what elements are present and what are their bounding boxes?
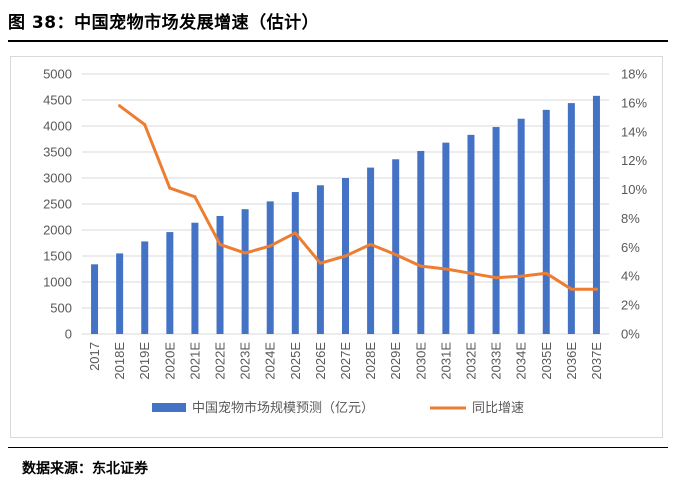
- growth-point: [193, 195, 197, 199]
- x-tick-label: 2023E: [238, 342, 253, 380]
- bar: [417, 150, 425, 334]
- growth-point: [168, 186, 172, 190]
- bar: [191, 222, 199, 334]
- y-left-tick-label: 2000: [43, 223, 72, 238]
- bar: [567, 103, 575, 335]
- growth-line: [118, 104, 598, 291]
- x-tick-label: 2019E: [137, 342, 152, 380]
- x-tick-label: 2025E: [288, 342, 303, 380]
- bar: [116, 253, 124, 334]
- bar: [241, 209, 249, 334]
- y-right-tick-label: 16%: [621, 95, 647, 110]
- y-right-tick-label: 6%: [621, 240, 640, 255]
- y-right-tick-label: 2%: [621, 298, 640, 313]
- growth-point: [469, 271, 473, 275]
- x-tick-label: 2035E: [539, 342, 554, 380]
- x-tick-label: 2018E: [112, 342, 127, 380]
- growth-point: [419, 264, 423, 268]
- y-left-tick-label: 1500: [43, 249, 72, 264]
- y-left-tick-label: 5000: [43, 67, 72, 82]
- x-tick-label: 2033E: [489, 342, 504, 380]
- x-tick-label: 2034E: [514, 342, 529, 380]
- bar: [216, 215, 224, 334]
- y-left-tick-label: 3000: [43, 171, 72, 186]
- bar: [367, 167, 375, 334]
- growth-point: [394, 253, 398, 257]
- legend-bar-swatch: [152, 403, 186, 412]
- x-tick-label: 2022E: [213, 342, 228, 380]
- bar: [492, 127, 500, 334]
- y-right-tick-label: 12%: [621, 153, 647, 168]
- x-tick-label: 2036E: [564, 342, 579, 380]
- growth-point: [569, 287, 573, 291]
- bar: [316, 185, 324, 334]
- y-left-tick-label: 500: [50, 301, 72, 316]
- x-tick-label: 2030E: [413, 342, 428, 380]
- y-right-tick-label: 8%: [621, 211, 640, 226]
- y-left-tick-label: 3500: [43, 145, 72, 160]
- x-tick-label: 2026E: [313, 342, 328, 380]
- y-left-tick-label: 0: [65, 327, 72, 342]
- growth-point: [594, 287, 598, 291]
- bar: [266, 201, 274, 334]
- chart-frame: [10, 56, 663, 438]
- bar: [141, 241, 149, 334]
- growth-point: [218, 242, 222, 246]
- y-right-tick-label: 4%: [621, 269, 640, 284]
- title-rule: [8, 40, 668, 42]
- x-tick-label: 2029E: [388, 342, 403, 380]
- y-right-tick-label: 14%: [621, 124, 647, 139]
- x-tick-label: 2032E: [463, 342, 478, 380]
- bar: [442, 142, 450, 334]
- bar: [166, 232, 174, 334]
- growth-point: [494, 276, 498, 280]
- x-tick-label: 2021E: [187, 342, 202, 380]
- growth-point: [268, 244, 272, 248]
- x-tick-label: 2027E: [338, 342, 353, 380]
- bar: [467, 134, 475, 334]
- y-left-tick-label: 4000: [43, 119, 72, 134]
- bar: [91, 264, 99, 334]
- x-tick-label: 2037E: [589, 342, 604, 380]
- legend-bar-label: 中国宠物市场规模预测（亿元）: [192, 400, 374, 416]
- growth-point: [344, 254, 347, 258]
- y-right-tick-label: 0%: [621, 327, 640, 342]
- bar: [592, 95, 600, 334]
- growth-point: [444, 267, 448, 271]
- x-tick-label: 2031E: [438, 342, 453, 380]
- y-right-tick-label: 10%: [621, 182, 647, 197]
- y-left-tick-label: 4500: [43, 93, 72, 108]
- bar: [291, 192, 299, 334]
- growth-point: [243, 251, 247, 255]
- growth-point: [318, 261, 322, 265]
- x-tick-label: 2017: [87, 342, 102, 371]
- legend-line-label: 同比增速: [472, 401, 524, 416]
- y-left-tick-label: 1000: [43, 275, 72, 290]
- figure-title: 图 38：中国宠物市场发展增速（估计）: [8, 13, 320, 33]
- x-tick-label: 2020E: [162, 342, 177, 380]
- growth-point: [519, 274, 523, 278]
- growth-point: [118, 104, 122, 108]
- y-right-tick-label: 18%: [621, 67, 647, 82]
- growth-point: [293, 231, 297, 235]
- source-rule: [8, 447, 668, 448]
- bar: [517, 118, 525, 334]
- growth-point: [544, 271, 548, 275]
- source-note: 数据来源：东北证券: [22, 461, 148, 477]
- y-left-tick-label: 2500: [43, 197, 72, 212]
- bar: [392, 159, 400, 334]
- x-tick-label: 2028E: [363, 342, 378, 380]
- growth-point: [143, 123, 147, 127]
- bar: [542, 109, 550, 334]
- growth-point: [369, 242, 373, 246]
- x-tick-label: 2024E: [263, 342, 278, 380]
